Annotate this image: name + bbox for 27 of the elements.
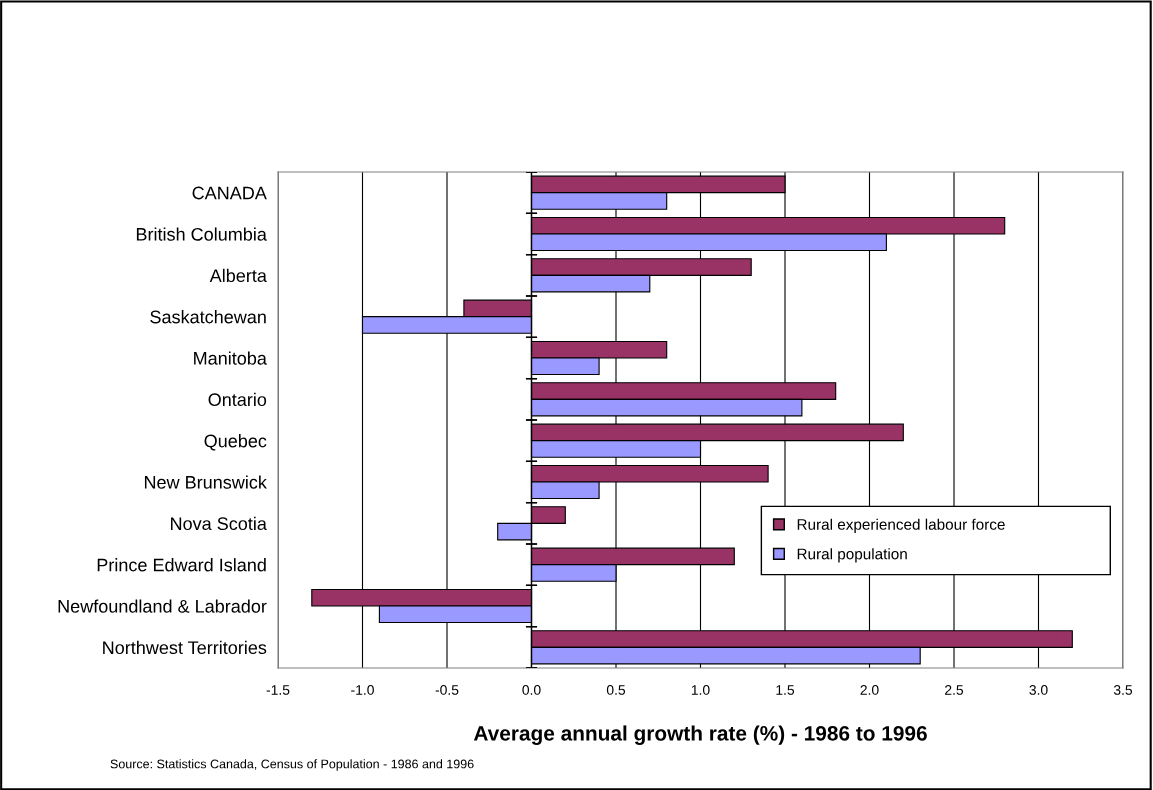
source-note: Source: Statistics Canada, Census of Population - 1986 and 1996 <box>110 759 474 771</box>
y-tick-label: British Columbia <box>136 227 267 241</box>
y-tick-label: Manitoba <box>194 351 267 365</box>
y-tick-label: Alberta <box>209 268 267 283</box>
x-tick-label: 0.5 <box>606 685 626 695</box>
x-tick-label: 1.5 <box>776 685 795 695</box>
y-tick-label: Quebec <box>204 434 267 451</box>
legend-label: Rural population <box>797 548 907 563</box>
x-tick-label: 1.0 <box>691 685 710 695</box>
y-tick-label: CANADA <box>192 186 267 200</box>
y-tick-label: Nova Scotia <box>171 516 267 531</box>
y-tick-label: Saskatchewan <box>150 310 266 324</box>
legend-label: Rural experienced labour force <box>797 518 1005 533</box>
y-tick-label: Ontario <box>208 392 267 407</box>
x-tick-label: 2.5 <box>945 685 964 695</box>
y-tick-label: Northwest Territories <box>103 640 267 655</box>
x-tick-label: -1.0 <box>351 685 374 695</box>
y-tick-label: Newfoundland & Labrador <box>58 599 267 613</box>
x-axis-title: Average annual growth rate (%) - 1986 to 1996 <box>473 725 927 745</box>
x-tick-label: -1.5 <box>266 685 290 695</box>
x-tick-label: -0.5 <box>435 685 459 695</box>
x-tick-label: 3.5 <box>1113 685 1133 695</box>
x-tick-label: 3.0 <box>1029 685 1048 695</box>
x-tick-label: 0.0 <box>522 685 541 695</box>
y-tick-label: New Brunswick <box>144 475 267 489</box>
y-tick-label: Prince Edward Island <box>97 558 266 572</box>
x-tick-label: 2.0 <box>860 685 879 695</box>
